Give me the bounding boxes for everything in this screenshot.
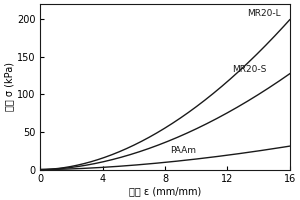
Y-axis label: 压力 σ (kPa): 压力 σ (kPa) [4, 62, 14, 111]
Text: PAAm: PAAm [170, 146, 196, 155]
Text: MR20-S: MR20-S [232, 65, 266, 74]
X-axis label: 应变 ε (mm/mm): 应变 ε (mm/mm) [129, 186, 201, 196]
Text: MR20-L: MR20-L [248, 9, 281, 18]
